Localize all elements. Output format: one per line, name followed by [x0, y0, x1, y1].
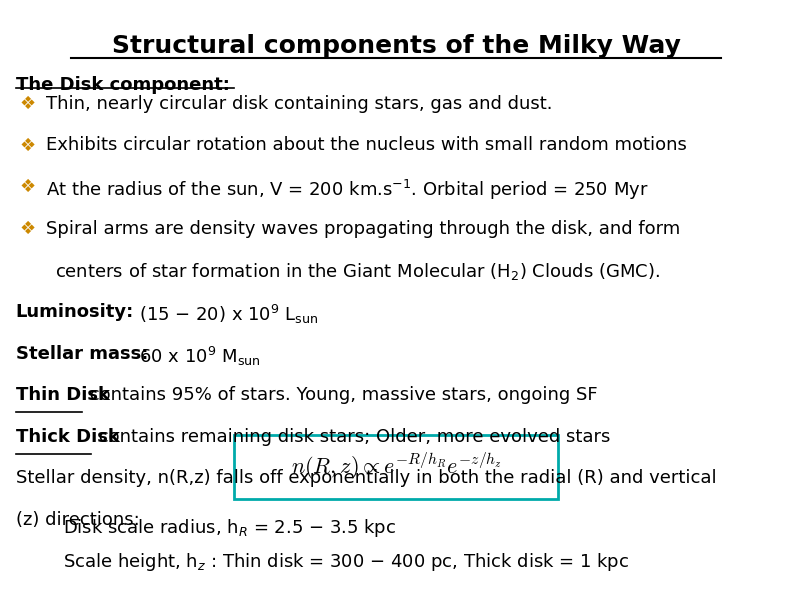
Text: ❖: ❖	[20, 178, 36, 196]
Text: (15 $-$ 20) x 10$^9$ L$_{\rm sun}$: (15 $-$ 20) x 10$^9$ L$_{\rm sun}$	[139, 303, 318, 326]
Text: contains remaining disk stars; Older, more evolved stars: contains remaining disk stars; Older, mo…	[93, 428, 610, 446]
Text: At the radius of the sun, V = 200 km.s$^{-1}$. Orbital period = 250 Myr: At the radius of the sun, V = 200 km.s$^…	[46, 178, 649, 202]
Text: The Disk component:: The Disk component:	[16, 76, 230, 94]
Text: ❖: ❖	[20, 136, 36, 154]
Text: ❖: ❖	[20, 220, 36, 237]
Text: Stellar density, n(R,z) falls off exponentially in both the radial (R) and verti: Stellar density, n(R,z) falls off expone…	[16, 469, 717, 487]
Text: Disk scale radius, h$_R$ = 2.5 $-$ 3.5 kpc: Disk scale radius, h$_R$ = 2.5 $-$ 3.5 k…	[63, 517, 397, 539]
Text: (z) directions:: (z) directions:	[16, 511, 139, 529]
Text: contains 95% of stars. Young, massive stars, ongoing SF: contains 95% of stars. Young, massive st…	[84, 386, 598, 404]
Text: Structural components of the Milky Way: Structural components of the Milky Way	[112, 34, 680, 58]
Text: Exhibits circular rotation about the nucleus with small random motions: Exhibits circular rotation about the nuc…	[46, 136, 687, 154]
Text: Scale height, h$_z$ : Thin disk = 300 $-$ 400 pc, Thick disk = 1 kpc: Scale height, h$_z$ : Thin disk = 300 $-…	[63, 551, 630, 573]
Text: Thin Disk: Thin Disk	[16, 386, 110, 404]
Text: Thin, nearly circular disk containing stars, gas and dust.: Thin, nearly circular disk containing st…	[46, 95, 553, 113]
Text: Thick Disk: Thick Disk	[16, 428, 120, 446]
Text: $n(R,z) \propto e^{-R/h_R} e^{-z/h_z}$: $n(R,z) \propto e^{-R/h_R} e^{-z/h_z}$	[291, 451, 501, 482]
Text: Luminosity:: Luminosity:	[16, 303, 134, 321]
Text: 60 x 10$^9$ M$_{\rm sun}$: 60 x 10$^9$ M$_{\rm sun}$	[139, 345, 260, 368]
Text: Stellar mass:: Stellar mass:	[16, 345, 148, 362]
Text: Spiral arms are density waves propagating through the disk, and form: Spiral arms are density waves propagatin…	[46, 220, 680, 237]
Text: centers of star formation in the Giant Molecular (H$_2$) Clouds (GMC).: centers of star formation in the Giant M…	[55, 261, 661, 282]
Text: ❖: ❖	[20, 95, 36, 113]
